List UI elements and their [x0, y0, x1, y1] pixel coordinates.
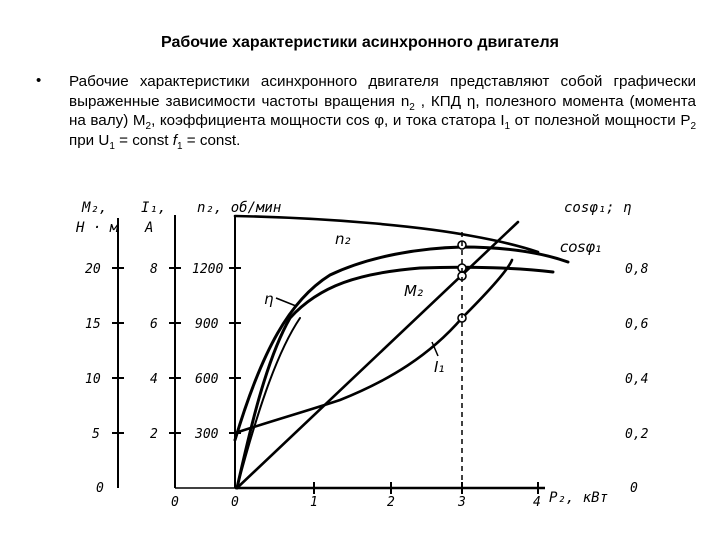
subscript: 2 [690, 121, 697, 133]
i1-curve-label: I₁ [434, 358, 444, 376]
n2-tick-label: 600 [195, 372, 219, 387]
i1-tick-label: 2 [150, 427, 158, 442]
n2-tick-label: 1200 [192, 262, 223, 277]
i1-tick-label: 4 [150, 372, 158, 387]
m2-tick-label: 0 [96, 481, 104, 496]
i1-tick-label: 6 [150, 317, 158, 332]
m2-tick-label: 10 [85, 372, 101, 387]
p2-tick-label: 2 [387, 495, 395, 510]
subscript: 2 [145, 121, 152, 133]
bullet-text-part: = const [114, 131, 173, 149]
bullet-text-part: , КПД η, полезного момента (момента на в… [69, 92, 696, 130]
i1-axis-header: I₁, [141, 200, 166, 216]
bullet-text: Рабочие характеристики асинхронного двиг… [69, 72, 697, 152]
m2-tick-label: 20 [85, 262, 101, 277]
bullet-text-part: = const. [182, 131, 241, 149]
p2-tick-label: 4 [533, 495, 541, 510]
m2-axis-unit: Н · м [76, 220, 119, 236]
bullet-text-part: Рабочие характеристики асинхронного двиг… [69, 73, 696, 110]
bullet-text-part: при U [69, 131, 110, 149]
n2-tick-label: 0 [231, 495, 239, 510]
slide-title: Рабочие характеристики асинхронного двиг… [161, 34, 559, 51]
n2-curve-label: n₂ [335, 230, 351, 248]
p2-tick-label: 3 [457, 495, 466, 510]
i1-leader [431, 341, 439, 357]
i1-tick-label: 0 [171, 495, 179, 510]
subscript: 1 [176, 140, 183, 152]
subscript: 1 [504, 121, 511, 133]
cos-eta-tick-label: 0,6 [625, 317, 649, 332]
n2-tick-label: 900 [195, 317, 219, 332]
p2-tick-label: 1 [310, 495, 318, 510]
bullet-text-part: , коэффициента мощности cos φ, и тока ст… [151, 112, 505, 130]
subscript: 2 [409, 101, 415, 113]
cos-eta-tick-label: 0 [630, 481, 638, 496]
origin-stroke [236, 414, 315, 489]
cos-eta-tick-label: 0,2 [625, 427, 649, 442]
i1-curve [233, 258, 514, 435]
characteristics-figure: M₂, Н · м I₁, А n₂, об/мин cosφ₁; η P₂, … [76, 200, 649, 510]
i1-axis-unit: А [144, 220, 153, 236]
origin-stroke [236, 317, 301, 489]
bullet-text-part: от полезной мощности Р [510, 112, 691, 130]
cos-eta-tick-label: 0,8 [625, 262, 649, 277]
cos-phi-curve [233, 245, 570, 442]
i1-tick-label: 8 [150, 262, 158, 277]
p2-axis-label: P₂, кВт [549, 490, 608, 506]
bullet-text-part: f [172, 131, 177, 149]
eta-curve-label: η [264, 290, 274, 308]
eta-curve [235, 265, 555, 490]
bullet-marker: • [36, 72, 42, 89]
n2-curve [233, 214, 540, 254]
m2-tick-label: 5 [92, 427, 100, 442]
cos-curve-label: cosφ₁ [560, 238, 601, 256]
n2-tick-label: 300 [194, 427, 219, 442]
cos-eta-tick-label: 0,4 [625, 372, 648, 387]
m2-axis-header: M₂, [81, 200, 107, 216]
subscript: 1 [109, 140, 115, 152]
m2-curve-label: M₂ [404, 282, 423, 300]
eta-leader [275, 297, 297, 307]
n2-axis-header: n₂, об/мин [197, 200, 281, 216]
m2-tick-label: 15 [85, 317, 101, 332]
cos-eta-axis-header: cosφ₁; η [564, 200, 631, 216]
